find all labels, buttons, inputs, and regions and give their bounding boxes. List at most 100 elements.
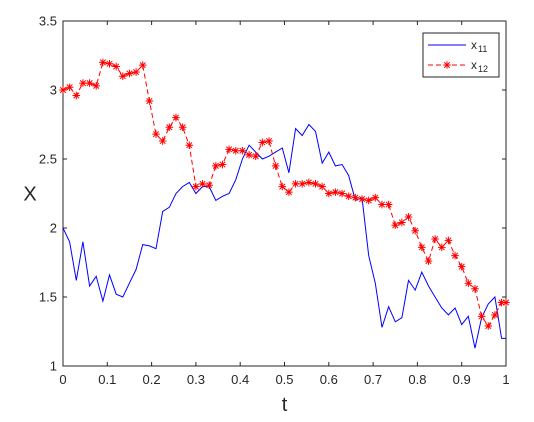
y-axis-ticks: 1 1.5 2 2.5 3 3.5 xyxy=(39,14,506,374)
data-point-x12 xyxy=(265,137,273,145)
data-point-x12 xyxy=(285,188,293,196)
data-point-x12 xyxy=(72,91,81,100)
data-point-x12 xyxy=(198,180,207,188)
data-point-x12 xyxy=(371,193,380,202)
data-point-x12 xyxy=(364,196,373,205)
plot-area xyxy=(62,20,507,367)
legend-marker-x12 xyxy=(443,61,451,69)
y-tick-label: 1.5 xyxy=(39,290,57,305)
x-tick-label: 0.8 xyxy=(408,372,426,387)
legend-subscript-x12: 12 xyxy=(478,64,488,74)
data-point-x12 xyxy=(451,251,459,260)
data-point-x12 xyxy=(92,82,101,90)
y-tick-label: 2.5 xyxy=(39,152,57,167)
data-point-x12 xyxy=(431,235,439,243)
data-point-x12 xyxy=(218,160,227,169)
series-line-x11 xyxy=(62,123,506,349)
data-point-x12 xyxy=(338,189,346,198)
x-tick-label: 1 xyxy=(502,372,509,387)
data-point-x12 xyxy=(497,298,506,307)
data-point-x12 xyxy=(404,213,413,221)
data-point-x12 xyxy=(225,145,233,154)
data-point-x12 xyxy=(125,69,134,78)
data-point-x12 xyxy=(464,279,473,287)
data-point-x12 xyxy=(411,226,419,235)
x-tick-label: 0.4 xyxy=(231,372,249,387)
y-axis-title: X xyxy=(23,184,36,206)
legend: x 11x 12 xyxy=(422,32,500,78)
data-point-x12 xyxy=(238,146,247,155)
x-tick-label: 0.3 xyxy=(187,372,205,387)
plot-frame xyxy=(62,20,507,367)
data-point-x12 xyxy=(158,137,167,145)
data-point-x12 xyxy=(437,243,446,252)
legend-label-x12: x xyxy=(471,58,477,72)
data-point-x12 xyxy=(391,221,400,230)
x-tick-label: 0.5 xyxy=(275,372,293,387)
data-point-x12 xyxy=(165,123,174,132)
data-point-x12 xyxy=(291,180,300,188)
x-tick-label: 0.2 xyxy=(143,372,161,387)
data-point-x12 xyxy=(351,193,360,202)
data-point-x12 xyxy=(502,298,510,307)
data-point-x12 xyxy=(457,262,466,271)
y-tick-label: 1 xyxy=(50,359,57,374)
data-point-x12 xyxy=(79,79,87,87)
data-point-x12 xyxy=(271,162,280,170)
x-tick-label: 0 xyxy=(59,372,66,387)
legend-label-x11: x xyxy=(471,38,477,52)
data-point-x12 xyxy=(231,146,240,155)
x-tick-label: 0.6 xyxy=(320,372,338,387)
data-point-x12 xyxy=(205,181,213,190)
data-point-x12 xyxy=(311,180,320,188)
data-point-x12 xyxy=(105,59,114,68)
data-point-x12 xyxy=(185,141,194,149)
data-point-x12 xyxy=(178,123,187,132)
y-tick-label: 2 xyxy=(50,221,57,236)
data-point-x12 xyxy=(358,195,366,203)
data-point-x12 xyxy=(484,322,493,330)
data-point-x12 xyxy=(138,61,147,69)
data-point-x12 xyxy=(491,311,499,319)
y-tick-label: 3.5 xyxy=(39,14,57,29)
data-point-x12 xyxy=(318,182,326,191)
data-point-x12 xyxy=(119,72,127,80)
data-point-x12 xyxy=(471,284,479,293)
data-point-x12 xyxy=(112,62,120,71)
series-layer xyxy=(59,58,510,349)
x-tick-label: 0.1 xyxy=(98,372,116,387)
data-point-x12 xyxy=(245,151,253,159)
data-point-x12 xyxy=(344,192,353,201)
data-point-x12 xyxy=(331,188,340,196)
data-point-x12 xyxy=(378,200,386,209)
data-point-x12 xyxy=(65,83,74,92)
data-point-x12 xyxy=(192,182,200,191)
data-point-x12 xyxy=(278,182,287,191)
data-point-x12 xyxy=(477,312,486,321)
data-point-x12 xyxy=(384,200,393,209)
legend-subscript-x11: 11 xyxy=(478,44,487,54)
data-point-x12 xyxy=(85,79,94,87)
data-point-x12 xyxy=(325,189,333,198)
y-tick-label: 3 xyxy=(50,83,57,98)
series-line-x12 xyxy=(62,61,506,327)
data-point-x12 xyxy=(398,218,406,227)
legend-item-x11: x 11 xyxy=(428,38,487,54)
data-point-x12 xyxy=(212,162,220,170)
x-tick-label: 0.9 xyxy=(453,372,471,387)
data-point-x12 xyxy=(145,97,154,105)
data-point-x12 xyxy=(251,152,260,161)
data-point-x12 xyxy=(152,130,160,138)
legend-box xyxy=(422,32,500,78)
data-point-x12 xyxy=(444,236,453,245)
data-point-x12 xyxy=(424,257,433,265)
data-point-x12 xyxy=(298,180,307,188)
data-point-x12 xyxy=(132,68,140,76)
data-point-x12 xyxy=(305,178,313,187)
data-point-x12 xyxy=(418,243,426,252)
x-tick-label: 0.7 xyxy=(364,372,382,387)
data-point-x12 xyxy=(258,138,267,147)
legend-item-x12: x 12 xyxy=(428,58,488,74)
